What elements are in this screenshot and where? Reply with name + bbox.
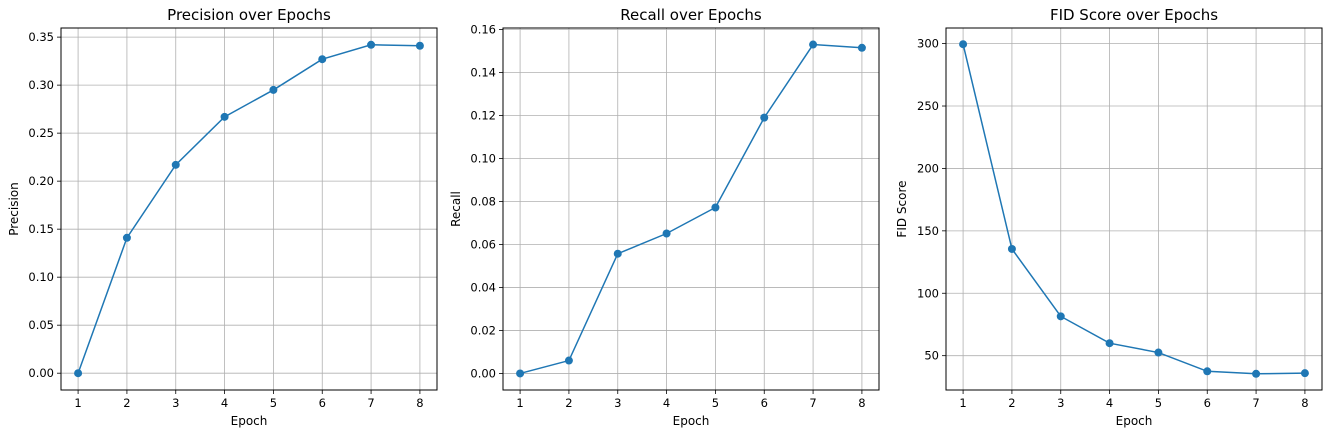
y-axis-label: Precision bbox=[7, 182, 21, 236]
y-tick-label: 0.30 bbox=[28, 78, 54, 92]
x-tick-label: 3 bbox=[1057, 396, 1064, 410]
y-tick-label: 0.02 bbox=[470, 323, 496, 337]
chart-title: FID Score over Epochs bbox=[1050, 6, 1218, 24]
x-tick-label: 2 bbox=[1008, 396, 1015, 410]
data-point bbox=[564, 356, 573, 365]
fid-score-chart: 1 2 3 4 5 6 7 8 50 100 150 200 250 300 FID Score over … bbox=[895, 6, 1323, 428]
data-point bbox=[1056, 312, 1065, 321]
recall-chart: 1 2 3 4 5 6 7 8 0.00 0.02 0.04 0.06 0.08 0.10 0.12 0.14… bbox=[449, 6, 880, 428]
y-tick-label: 250 bbox=[917, 99, 939, 113]
x-tick-label: 8 bbox=[1301, 396, 1308, 410]
x-tick-label: 1 bbox=[74, 396, 81, 410]
data-point bbox=[857, 43, 866, 52]
y-tick-label: 100 bbox=[917, 286, 939, 300]
data-point bbox=[516, 369, 525, 378]
x-tick-label: 7 bbox=[809, 396, 816, 410]
data-point bbox=[269, 85, 278, 94]
y-tick-label: 0.35 bbox=[28, 30, 54, 44]
data-point bbox=[662, 229, 671, 238]
data-point bbox=[220, 112, 229, 121]
y-tick-label: 0.08 bbox=[470, 194, 496, 208]
y-tick-label: 0.00 bbox=[470, 366, 496, 380]
data-point bbox=[122, 233, 131, 242]
x-axis-label: Epoch bbox=[231, 414, 268, 428]
data-point bbox=[74, 369, 83, 378]
x-tick-label: 2 bbox=[123, 396, 130, 410]
y-tick-label: 150 bbox=[917, 224, 939, 238]
x-tick-label: 6 bbox=[1204, 396, 1211, 410]
data-point bbox=[1300, 369, 1309, 378]
x-tick-label: 7 bbox=[1252, 396, 1259, 410]
data-point bbox=[1154, 348, 1163, 357]
y-tick-label: 0.12 bbox=[470, 108, 496, 122]
x-tick-label: 1 bbox=[516, 396, 523, 410]
axes-frame bbox=[945, 27, 1323, 391]
x-tick-label: 4 bbox=[1106, 396, 1113, 410]
y-tick-label: 0.14 bbox=[470, 65, 496, 79]
data-point bbox=[171, 160, 180, 169]
y-tick-label: 0.16 bbox=[470, 23, 496, 37]
y-tick-label: 0.10 bbox=[28, 270, 54, 284]
precision-chart: 1 2 3 4 5 6 7 8 0.00 0.05 0.10 0.15 0.20 0.25 0.30 0.35… bbox=[7, 6, 438, 428]
series-line bbox=[77, 44, 420, 374]
y-axis-label: Recall bbox=[449, 191, 463, 227]
y-tick-label: 0.04 bbox=[470, 280, 496, 294]
series-line bbox=[519, 43, 862, 375]
x-axis-label: Epoch bbox=[1116, 414, 1153, 428]
y-tick-label: 0.00 bbox=[28, 366, 54, 380]
x-tick-label: 5 bbox=[270, 396, 277, 410]
x-tick-label: 6 bbox=[319, 396, 326, 410]
x-tick-label: 3 bbox=[614, 396, 621, 410]
x-axis-label: Epoch bbox=[673, 414, 710, 428]
data-point bbox=[1007, 244, 1016, 253]
data-point bbox=[959, 40, 968, 49]
data-point bbox=[415, 41, 424, 50]
x-tick-label: 4 bbox=[221, 396, 228, 410]
data-point bbox=[1105, 339, 1114, 348]
y-tick-label: 0.10 bbox=[470, 151, 496, 165]
axes-frame bbox=[502, 27, 880, 391]
y-tick-label: 300 bbox=[917, 37, 939, 51]
x-tick-label: 6 bbox=[761, 396, 768, 410]
y-tick-label: 0.20 bbox=[28, 174, 54, 188]
data-point bbox=[1203, 367, 1212, 376]
y-tick-label: 0.06 bbox=[470, 237, 496, 251]
data-point bbox=[367, 40, 376, 49]
x-tick-label: 3 bbox=[172, 396, 179, 410]
y-tick-label: 0.15 bbox=[28, 222, 54, 236]
axes-frame bbox=[60, 27, 438, 391]
y-tick-label: 0.05 bbox=[28, 318, 54, 332]
data-point bbox=[318, 55, 327, 64]
x-tick-label: 4 bbox=[663, 396, 670, 410]
x-tick-label: 5 bbox=[1155, 396, 1162, 410]
x-tick-label: 5 bbox=[712, 396, 719, 410]
data-point bbox=[613, 249, 622, 258]
series-line bbox=[962, 44, 1305, 375]
y-axis-label: FID Score bbox=[895, 180, 909, 237]
data-point bbox=[760, 113, 769, 122]
data-point bbox=[1252, 369, 1261, 378]
x-tick-label: 1 bbox=[959, 396, 966, 410]
chart-title: Recall over Epochs bbox=[620, 6, 762, 24]
chart-title: Precision over Epochs bbox=[167, 6, 331, 24]
data-point bbox=[809, 40, 818, 49]
data-point bbox=[711, 203, 720, 212]
y-tick-label: 50 bbox=[924, 349, 939, 363]
y-tick-label: 0.25 bbox=[28, 126, 54, 140]
x-tick-label: 7 bbox=[367, 396, 374, 410]
x-tick-label: 8 bbox=[416, 396, 423, 410]
y-tick-label: 200 bbox=[917, 161, 939, 175]
x-tick-label: 2 bbox=[565, 396, 572, 410]
x-tick-label: 8 bbox=[858, 396, 865, 410]
